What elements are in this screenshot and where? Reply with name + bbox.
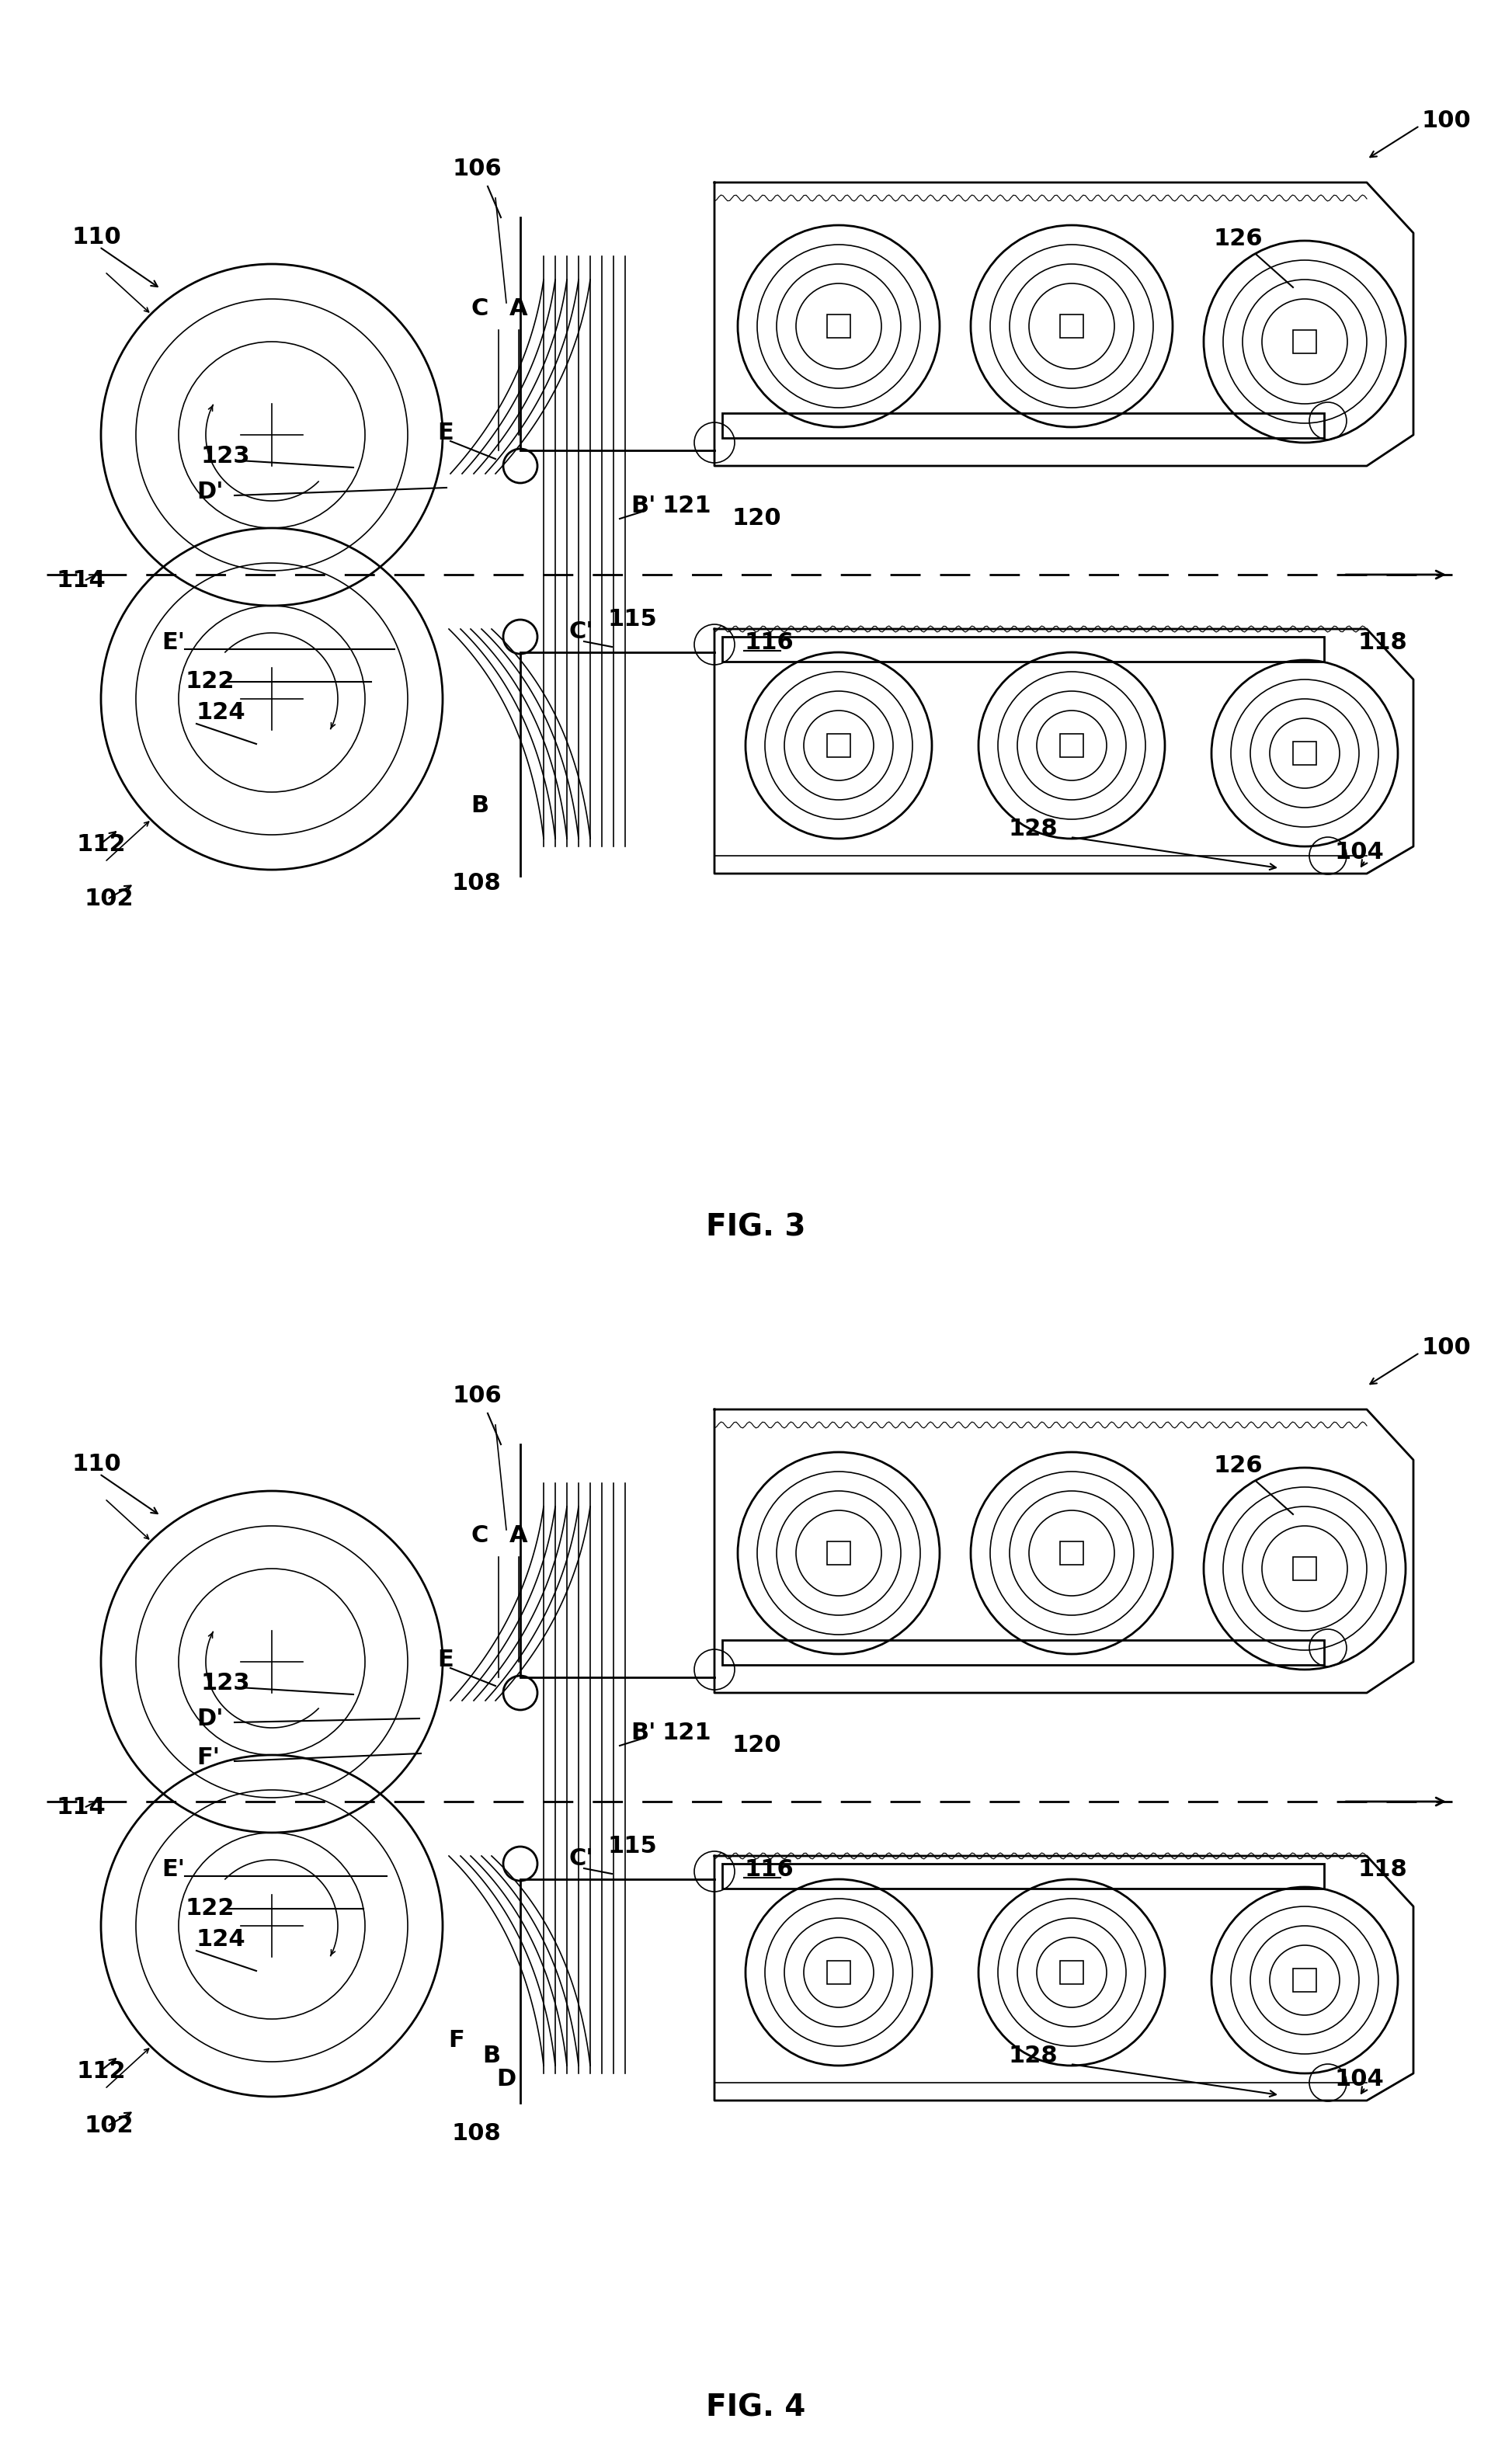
Text: D': D' bbox=[197, 1708, 224, 1730]
Text: 114: 114 bbox=[56, 569, 106, 591]
Text: 104: 104 bbox=[1334, 840, 1383, 865]
Text: 120: 120 bbox=[732, 508, 780, 530]
Text: 123: 123 bbox=[201, 445, 249, 469]
Text: 124: 124 bbox=[197, 1928, 246, 1952]
Text: 118: 118 bbox=[1358, 633, 1408, 655]
Text: FIG. 3: FIG. 3 bbox=[706, 1212, 806, 1241]
Text: 126: 126 bbox=[1213, 227, 1263, 252]
Text: 118: 118 bbox=[1358, 1859, 1408, 1881]
Bar bbox=[723, 1864, 1325, 1888]
Bar bbox=[1060, 1962, 1083, 1984]
Text: 115: 115 bbox=[608, 1835, 658, 1857]
Text: 100: 100 bbox=[1421, 110, 1471, 132]
Text: FIG. 4: FIG. 4 bbox=[706, 2392, 806, 2421]
Text: B: B bbox=[482, 2045, 500, 2067]
Text: 124: 124 bbox=[197, 701, 246, 723]
Bar bbox=[827, 1962, 850, 1984]
Text: 102: 102 bbox=[83, 2116, 133, 2138]
Text: B': B' bbox=[631, 1722, 656, 1744]
Text: 114: 114 bbox=[56, 1796, 106, 1820]
Text: C': C' bbox=[569, 621, 593, 643]
Text: E: E bbox=[437, 1649, 454, 1671]
Text: 110: 110 bbox=[73, 1454, 122, 1476]
Text: E': E' bbox=[162, 1859, 184, 1881]
Bar bbox=[827, 315, 850, 337]
Bar bbox=[723, 638, 1325, 662]
Text: 104: 104 bbox=[1334, 2069, 1383, 2091]
Bar bbox=[827, 733, 850, 757]
Bar bbox=[1293, 330, 1317, 354]
Bar bbox=[1293, 743, 1317, 765]
Text: 116: 116 bbox=[744, 1859, 794, 1881]
Text: 122: 122 bbox=[184, 1898, 234, 1920]
Text: 100: 100 bbox=[1421, 1336, 1471, 1358]
Text: 110: 110 bbox=[73, 225, 122, 249]
Text: 121: 121 bbox=[662, 496, 711, 518]
Text: 102: 102 bbox=[83, 887, 133, 911]
Text: A: A bbox=[510, 298, 528, 320]
Text: 126: 126 bbox=[1213, 1456, 1263, 1478]
Text: D: D bbox=[496, 2069, 516, 2091]
Text: A: A bbox=[510, 1524, 528, 1546]
Text: 116: 116 bbox=[744, 633, 794, 655]
Text: F': F' bbox=[197, 1747, 219, 1769]
Text: 108: 108 bbox=[451, 2123, 500, 2145]
Text: C': C' bbox=[569, 1847, 593, 1869]
Text: E': E' bbox=[162, 633, 184, 655]
Bar bbox=[723, 413, 1325, 437]
Text: 108: 108 bbox=[451, 872, 500, 894]
Text: C: C bbox=[472, 1524, 488, 1546]
Bar bbox=[723, 1639, 1325, 1666]
Text: B': B' bbox=[631, 496, 656, 518]
Text: 122: 122 bbox=[184, 669, 234, 694]
Bar bbox=[827, 1542, 850, 1564]
Text: 106: 106 bbox=[452, 1385, 502, 1407]
Text: 112: 112 bbox=[76, 833, 125, 855]
Text: 128: 128 bbox=[1009, 818, 1057, 840]
Text: 106: 106 bbox=[452, 159, 502, 181]
Bar bbox=[1293, 1969, 1317, 1991]
Text: B: B bbox=[470, 794, 488, 818]
Bar bbox=[1293, 1556, 1317, 1581]
Bar bbox=[1060, 315, 1083, 337]
Text: D': D' bbox=[197, 481, 224, 503]
Text: 121: 121 bbox=[662, 1722, 711, 1744]
Text: 112: 112 bbox=[76, 2059, 125, 2084]
Text: 120: 120 bbox=[732, 1735, 780, 1757]
Text: 123: 123 bbox=[201, 1673, 249, 1695]
Text: 115: 115 bbox=[608, 608, 658, 630]
Text: 128: 128 bbox=[1009, 2045, 1057, 2067]
Bar bbox=[1060, 733, 1083, 757]
Text: C: C bbox=[472, 298, 488, 320]
Bar bbox=[1060, 1542, 1083, 1564]
Text: E: E bbox=[437, 423, 454, 445]
Text: F: F bbox=[449, 2030, 464, 2052]
